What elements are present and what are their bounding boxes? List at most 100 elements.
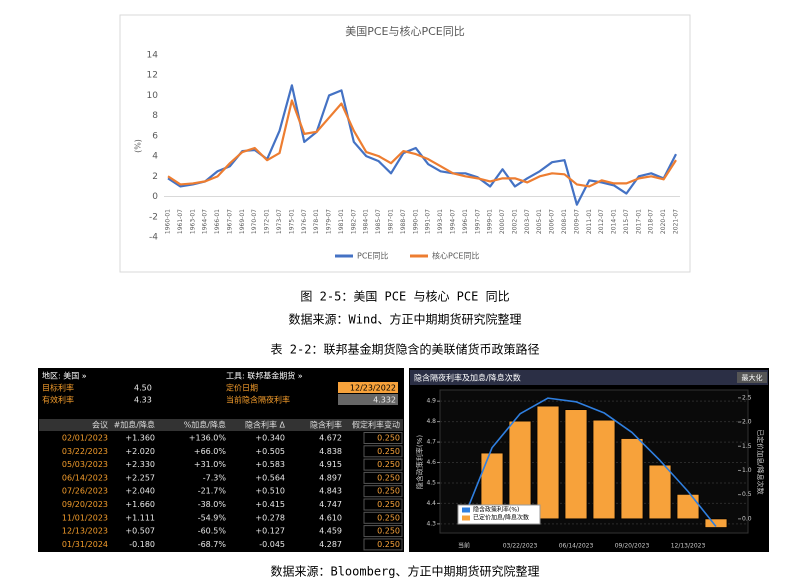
- y2-axis-label: 已定价加息/降息次数: [756, 429, 765, 494]
- x-tick-label: 1996-01: [462, 209, 469, 234]
- y2-tick-label: 2.5: [742, 394, 752, 401]
- y-tick-label: 4.4: [426, 500, 436, 507]
- rate-cell: [363, 511, 403, 524]
- rate-cell: [363, 432, 403, 444]
- table-cell: 0.250: [377, 540, 400, 549]
- table-cell: 03/22/2023: [62, 447, 108, 456]
- field-value: 4.332: [373, 396, 396, 405]
- table-cell: 4.747: [319, 500, 342, 509]
- table-cell: +2.040: [125, 487, 155, 496]
- rate-box: [338, 394, 398, 405]
- x-tick-label: 2008-01: [561, 209, 568, 234]
- field-value: 4.50: [134, 384, 152, 393]
- y2-tick-label: 1.5: [742, 443, 752, 450]
- chart-title-bar: [410, 370, 768, 385]
- x-tick-label: 1999-01: [487, 209, 494, 234]
- column-header: #加息/降息: [114, 420, 155, 430]
- table-cell: 06/14/2023: [62, 473, 108, 482]
- rate-cell: [363, 538, 403, 551]
- x-tick-label: 1963-01: [189, 209, 196, 234]
- x-tick-label: 06/14/2023: [559, 543, 594, 550]
- x-tick-label: 1975-01: [288, 209, 295, 234]
- table-cell: +136.0%: [189, 434, 227, 443]
- y-tick-label: 8: [152, 111, 158, 121]
- date-input: [338, 382, 398, 393]
- x-tick-label: 2015-07: [623, 209, 630, 234]
- legend-label: 已定价加息/降息次数: [473, 514, 529, 522]
- x-tick-label: 2003-07: [524, 209, 531, 234]
- table-cell: +66.0%: [194, 447, 227, 456]
- rate-cell: [363, 525, 403, 538]
- x-tick-label: 1979-07: [326, 209, 333, 234]
- x-tick-label: 1991-07: [425, 209, 432, 234]
- table-cell: 4.287: [319, 540, 342, 549]
- instrument-label: 工具: 联邦基金期货 »: [226, 371, 303, 381]
- table-cell: -0.180: [129, 540, 155, 549]
- x-tick-label: 1978-01: [313, 209, 320, 234]
- field-value: 4.33: [134, 396, 152, 405]
- table-cell: +0.278: [255, 513, 285, 522]
- table-cell: 4.915: [319, 460, 342, 469]
- field-label: 定价日期: [226, 383, 258, 393]
- rate-cell: [363, 445, 403, 458]
- bar: [648, 464, 672, 520]
- x-tick-label: 1997-07: [474, 209, 481, 234]
- x-tick-label: 12/13/2023: [671, 543, 706, 550]
- table-cell: -21.7%: [198, 487, 227, 496]
- x-tick-label: 1993-01: [437, 209, 444, 234]
- y2-tick-label: 1.0: [742, 467, 752, 474]
- fed-path-chart: 隐含隔夜利率及加息/降息次数 最大化 4.3 4.4 4.5 4.6 4.7 4.8 4.9 0.…: [414, 372, 767, 550]
- column-header: 隐含利率 Δ: [245, 420, 286, 430]
- table-cell: 0.250: [377, 460, 400, 469]
- x-tick-label: 1973-07: [276, 209, 283, 234]
- table-cell: +2.330: [125, 460, 155, 469]
- x-tick-label: 2011-01: [586, 209, 593, 234]
- bar: [620, 438, 644, 520]
- table-cell: 09/20/2023: [62, 500, 108, 509]
- table-cell: +0.505: [255, 447, 285, 456]
- x-tick-label: 2000-07: [499, 209, 506, 234]
- field-label: 有效利率: [42, 395, 74, 405]
- chart-frame: [119, 14, 691, 273]
- series-line: [463, 397, 717, 528]
- table-cell: 4.459: [319, 527, 342, 536]
- table-caption: 表 2-2：联邦基金期货隐含的美联储货币政策路径: [271, 342, 540, 357]
- header-row: [39, 419, 403, 431]
- bar: [508, 420, 532, 520]
- table-cell: 0.250: [377, 487, 400, 496]
- field-label: 当前隐含隔夜利率: [226, 395, 290, 405]
- rate-cell: [363, 458, 403, 471]
- x-tick-label: 当前: [458, 542, 470, 550]
- table-cell: 05/03/2023: [62, 460, 108, 469]
- x-tick-label: 1976-07: [301, 209, 308, 234]
- x-tick-label: 2014-01: [611, 209, 618, 234]
- column-header: 会议: [92, 420, 108, 430]
- figure-caption: 图 2-5：美国 PCE 与核心 PCE 同比: [300, 290, 509, 304]
- table-cell: +1.111: [125, 513, 155, 522]
- table-cell: -7.3%: [203, 473, 227, 482]
- table-cell: +1.360: [125, 434, 155, 443]
- x-tick-label: 2017-01: [635, 209, 642, 234]
- table-cell: 4.672: [319, 434, 342, 443]
- table-cell: +0.415: [255, 500, 285, 509]
- y2-tick-label: 2.0: [742, 419, 752, 426]
- y-axis-label: (%): [134, 139, 143, 153]
- table-cell: +0.564: [255, 473, 285, 482]
- table-source: 数据来源：Bloomberg、方正中期期货研究院整理: [270, 564, 539, 579]
- y-tick-label: 4.3: [426, 520, 436, 527]
- table-cell: +0.127: [255, 527, 285, 536]
- column-header: %加息/降息: [184, 420, 226, 430]
- x-tick-label: 1969-01: [239, 209, 246, 234]
- table-cell: 4.610: [319, 513, 342, 522]
- y-tick-label: 4.7: [426, 439, 436, 446]
- x-tick-label: 2012-07: [598, 209, 605, 234]
- bar: [676, 493, 700, 520]
- x-tick-label: 1994-07: [449, 209, 456, 234]
- x-tick-label: 2009-07: [573, 209, 580, 234]
- field-value: 12/23/2022: [350, 384, 396, 393]
- table-cell: 0.250: [377, 434, 400, 443]
- bar: [536, 405, 560, 520]
- table-cell: +0.583: [255, 460, 285, 469]
